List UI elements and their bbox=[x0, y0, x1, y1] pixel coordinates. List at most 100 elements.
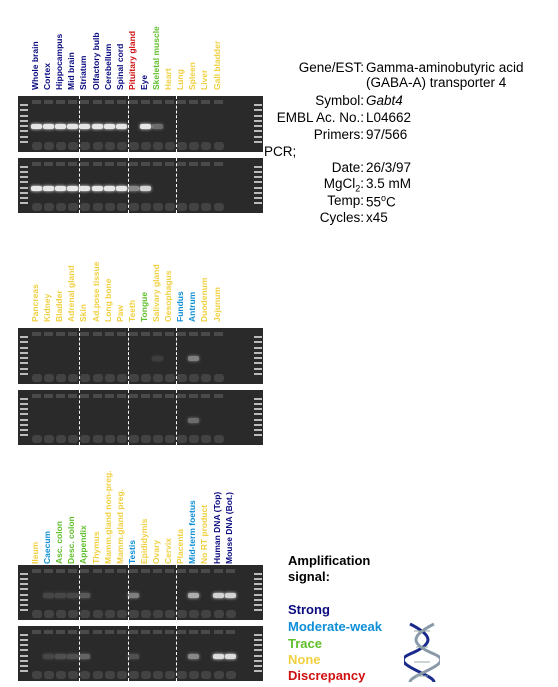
gel-band bbox=[127, 653, 139, 659]
lane-label: Bladder bbox=[54, 290, 65, 322]
ladder-band bbox=[20, 119, 28, 122]
gel-well bbox=[68, 569, 78, 573]
gel-well bbox=[140, 630, 150, 634]
gel-lane-glow bbox=[104, 374, 115, 382]
gel-band bbox=[188, 417, 200, 423]
gel-well bbox=[104, 332, 114, 336]
gel-lane-glow bbox=[177, 203, 188, 211]
ladder-band bbox=[254, 362, 262, 365]
gel-band bbox=[127, 185, 139, 191]
gel-well bbox=[153, 394, 162, 398]
gene-value-line-2: (GABA-A) transporter 4 bbox=[366, 75, 507, 90]
lane-label: Spleen bbox=[187, 62, 198, 90]
gel-well bbox=[32, 100, 41, 104]
gel-band bbox=[127, 592, 139, 598]
ladder-band bbox=[20, 598, 28, 601]
gel-lane-glow bbox=[177, 671, 188, 679]
gel-image-panel-2-top bbox=[18, 328, 263, 384]
gel-well bbox=[92, 394, 102, 398]
gel-lane-glow bbox=[153, 671, 163, 679]
lane-label: Tongue bbox=[138, 291, 149, 322]
gel-lane-glow bbox=[213, 671, 224, 679]
ladder-band bbox=[254, 433, 262, 436]
lane-label: Ad.pose tissue bbox=[90, 261, 101, 322]
gel-lane-glow bbox=[68, 203, 79, 211]
cycles-value: x45 bbox=[366, 210, 388, 225]
gel-lane-glow bbox=[80, 610, 91, 618]
gel-well bbox=[32, 332, 41, 336]
gel-well bbox=[225, 569, 235, 573]
gel-well bbox=[80, 100, 90, 104]
gel-well bbox=[128, 569, 138, 573]
lane-divider bbox=[127, 390, 129, 445]
ladder-band bbox=[254, 583, 262, 586]
ladder-band bbox=[20, 362, 28, 365]
gel-well bbox=[165, 100, 175, 104]
lane-label: Testis bbox=[126, 540, 137, 564]
gel-lane-glow bbox=[128, 671, 139, 679]
lane-divider bbox=[127, 328, 129, 384]
gel-lane-glow bbox=[32, 203, 42, 211]
temp-value-number: 55 bbox=[366, 194, 382, 210]
gel-well bbox=[201, 394, 211, 398]
gel-well bbox=[116, 100, 126, 104]
gel-band bbox=[67, 592, 79, 598]
lane-divider bbox=[127, 96, 129, 152]
gel-lane-glow bbox=[32, 142, 42, 150]
gel-well bbox=[140, 100, 150, 104]
gel-lane-glow bbox=[44, 203, 55, 211]
ladder-band bbox=[20, 130, 28, 133]
legend-discrepancy: Discrepancy bbox=[288, 668, 366, 683]
pcr-label: PCR; bbox=[264, 144, 297, 159]
gene-info-block: Gene/EST: Gamma-aminobutyric acid (GABA-… bbox=[260, 60, 558, 260]
lane-label: Cervix bbox=[163, 538, 174, 564]
ladder-band bbox=[254, 423, 262, 426]
gel-well bbox=[92, 162, 102, 166]
gel-lane-glow bbox=[68, 435, 79, 443]
mgcl-key-colon: : bbox=[360, 176, 364, 191]
ladder-band bbox=[254, 649, 262, 652]
ladder-band bbox=[254, 181, 262, 184]
ladder-band bbox=[20, 398, 28, 400]
gel-lane-glow bbox=[116, 203, 127, 211]
lane-label: Olfactory bulb bbox=[90, 32, 101, 90]
ladder-band bbox=[20, 181, 28, 184]
mgcl-key-subscript: 2 bbox=[355, 183, 361, 194]
ladder-band bbox=[20, 413, 28, 416]
ladder-band bbox=[20, 428, 28, 431]
ladder-band bbox=[20, 603, 28, 606]
gel-lane-glow bbox=[140, 435, 151, 443]
ladder-band bbox=[254, 598, 262, 601]
gel-lane-glow bbox=[80, 671, 91, 679]
gel-well bbox=[92, 630, 102, 634]
lane-divider bbox=[176, 626, 178, 681]
gel-lane-glow bbox=[201, 203, 212, 211]
gel-well bbox=[225, 630, 235, 634]
ladder-band bbox=[254, 191, 262, 194]
ladder-band bbox=[20, 201, 28, 204]
ladder-band bbox=[254, 140, 262, 143]
gel-lane-glow bbox=[32, 435, 42, 443]
lane-label: Oesophagus bbox=[163, 270, 174, 322]
gel-well bbox=[68, 100, 78, 104]
gel-well bbox=[80, 569, 90, 573]
lane-label: Jejunum bbox=[211, 287, 222, 322]
gel-image-panel-3-bottom bbox=[18, 626, 263, 681]
ladder-band bbox=[20, 578, 28, 581]
gel-well bbox=[32, 569, 41, 573]
gel-well bbox=[68, 162, 78, 166]
legend-title-line-2: signal: bbox=[288, 569, 330, 584]
temp-key: Temp: bbox=[327, 193, 364, 208]
ladder-band bbox=[254, 114, 262, 117]
ladder-band bbox=[20, 649, 28, 652]
legend-none: None bbox=[288, 652, 321, 667]
gel-lane-glow bbox=[189, 435, 200, 443]
gene-key: Gene/EST: bbox=[298, 60, 364, 75]
gel-well bbox=[32, 630, 41, 634]
gel-lane-glow bbox=[68, 374, 79, 382]
gel-band bbox=[152, 124, 163, 129]
primers-value: 97/566 bbox=[366, 127, 408, 142]
gel-well bbox=[189, 332, 199, 336]
gel-well bbox=[128, 162, 138, 166]
gel-well bbox=[177, 162, 187, 166]
